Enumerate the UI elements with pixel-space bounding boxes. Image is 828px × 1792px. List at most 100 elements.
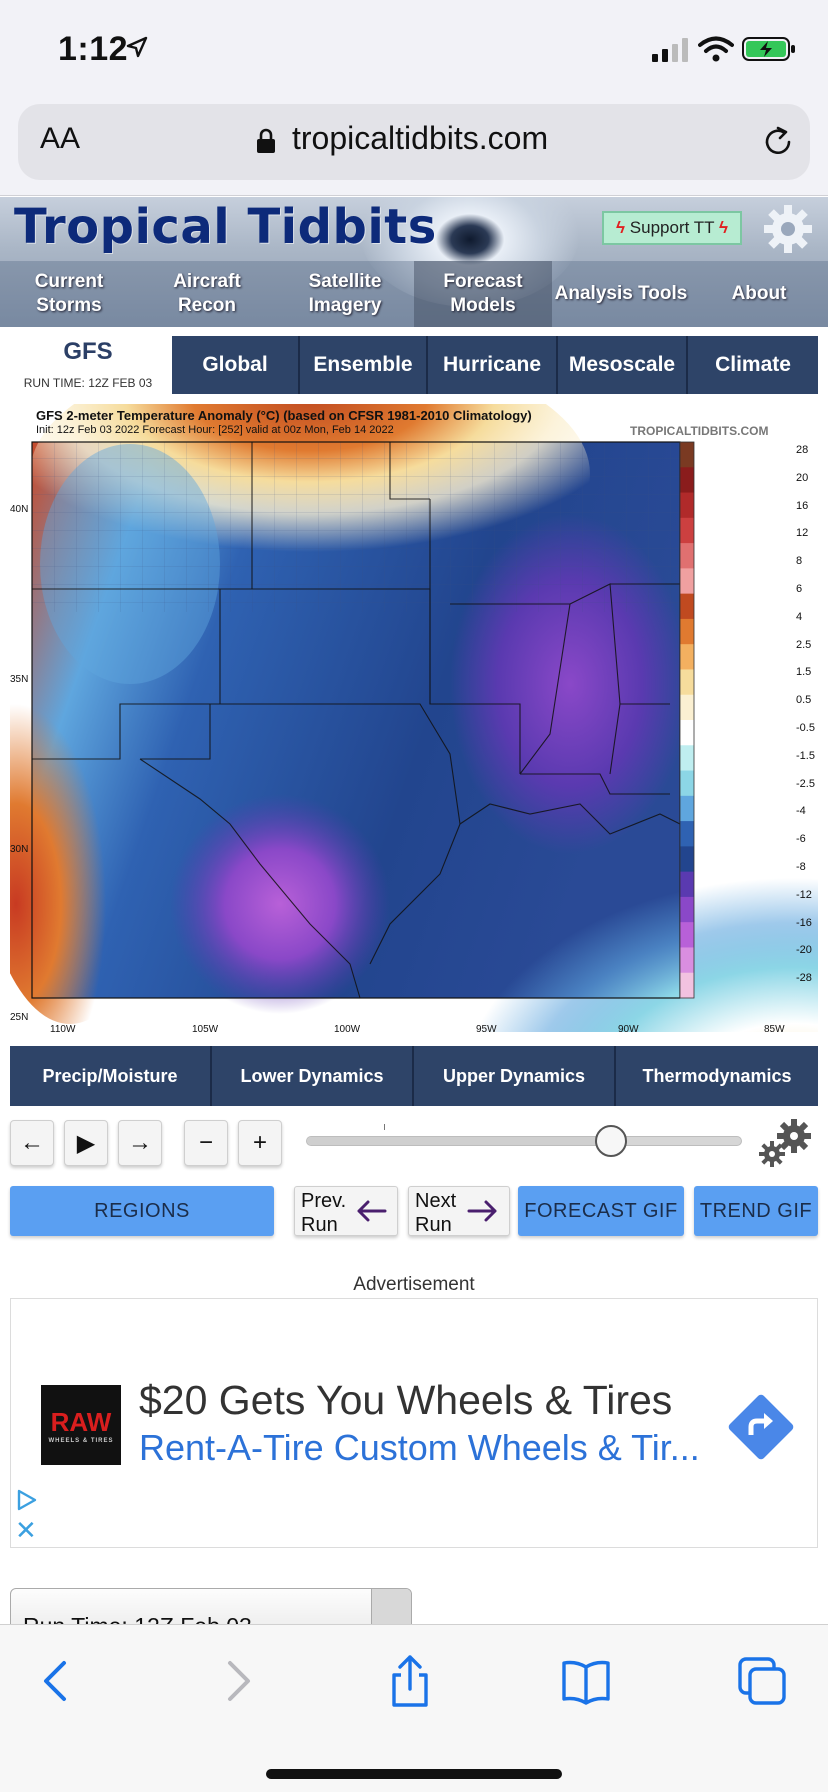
close-icon[interactable]: ✕: [15, 1515, 37, 1545]
forward-icon[interactable]: [210, 1655, 262, 1707]
colorbar-swatch: [680, 442, 694, 468]
slider-tick: [384, 1124, 385, 1130]
settings-gears-icon[interactable]: [758, 1118, 814, 1168]
colorbar-swatch: [680, 644, 694, 670]
back-icon[interactable]: [32, 1655, 84, 1707]
nav-forecast-models[interactable]: Forecast Models: [414, 261, 552, 327]
lon-label-100w: 100W: [334, 1024, 361, 1035]
lat-label-40n: 40N: [10, 504, 29, 515]
url-text[interactable]: tropicaltidbits.com: [292, 120, 549, 156]
status-bar: 1:12: [0, 0, 828, 96]
colorbar-swatch: [680, 669, 694, 696]
ad-logo[interactable]: RAW WHEELS & TIRES: [41, 1385, 121, 1465]
regions-button[interactable]: REGIONS: [10, 1186, 274, 1236]
lat-label-25n: 25N: [10, 1012, 29, 1023]
site-header: Tropical Tidbits ϟ Support TT ϟ Current …: [0, 197, 828, 327]
tab-mesoscale[interactable]: Mesoscale: [558, 336, 688, 394]
ad-headline[interactable]: $20 Gets You Wheels & Tires: [139, 1377, 673, 1423]
bookmarks-icon[interactable]: [560, 1655, 612, 1707]
colorbar-swatch: [680, 618, 694, 645]
ad-label: Advertisement: [353, 1274, 475, 1295]
tab-ensemble[interactable]: Ensemble: [300, 336, 428, 394]
colorbar-swatch: [680, 947, 694, 974]
forecast-gif-button[interactable]: FORECAST GIF: [518, 1186, 684, 1236]
tab-lower-dynamics[interactable]: Lower Dynamics: [212, 1046, 414, 1106]
gear-icon[interactable]: [762, 203, 814, 255]
next-run-button[interactable]: Next Run: [408, 1186, 510, 1236]
colorbar-swatch: [680, 467, 694, 494]
support-button[interactable]: ϟ Support TT ϟ: [602, 211, 742, 245]
speed-decrease-button[interactable]: −: [184, 1120, 228, 1166]
lat-label-30n: 30N: [10, 844, 29, 855]
directions-icon[interactable]: [727, 1393, 795, 1461]
arrow-right-icon: [467, 1200, 497, 1222]
storm-symbol-icon: ϟ: [718, 218, 728, 237]
lon-label-90w: 90W: [618, 1024, 639, 1035]
battery-icon: [742, 37, 795, 61]
map-credit: TROPICALTIDBITS.COM: [630, 424, 769, 438]
colorbar-swatch: [680, 694, 694, 721]
nav-satellite-imagery[interactable]: Satellite Imagery: [308, 271, 382, 316]
lon-label-110w: 110W: [50, 1024, 76, 1035]
model-run-time: RUN TIME: 12Z FEB 03: [23, 376, 153, 390]
tab-hurricane[interactable]: Hurricane: [428, 336, 558, 394]
speed-increase-button[interactable]: +: [238, 1120, 282, 1166]
colorbar-label: 12: [796, 527, 809, 540]
share-icon[interactable]: [384, 1655, 436, 1707]
tab-climate[interactable]: Climate: [688, 336, 818, 394]
slider-thumb[interactable]: [595, 1125, 628, 1157]
address-bar[interactable]: AA tropicaltidbits.com: [18, 104, 810, 180]
ad-subtitle[interactable]: Rent-A-Tire Custom Wheels & Tir...: [139, 1427, 700, 1468]
colorbar-label: -20: [796, 944, 812, 957]
storm-symbol-icon: ϟ: [616, 218, 626, 237]
forecast-hour-slider[interactable]: [306, 1136, 742, 1146]
nav-analysis-tools[interactable]: Analysis Tools: [554, 283, 688, 304]
tabs-icon[interactable]: [736, 1655, 788, 1707]
tab-global[interactable]: Global: [172, 336, 300, 394]
colorbar-swatch: [680, 896, 694, 923]
reload-icon[interactable]: [760, 124, 796, 160]
colorbar-swatch: [680, 593, 694, 620]
colorbar-label: -8: [796, 861, 806, 873]
step-forward-button[interactable]: →: [118, 1120, 162, 1166]
nav-current-storms[interactable]: Current Storms: [34, 271, 104, 316]
colorbar-label: 20: [796, 471, 809, 484]
lock-icon: [257, 128, 275, 153]
status-time: 1:12: [58, 30, 129, 68]
nav-about[interactable]: About: [731, 283, 787, 304]
tab-upper-dynamics[interactable]: Upper Dynamics: [414, 1046, 616, 1106]
location-arrow-icon: [126, 36, 148, 58]
colorbar-label: 16: [796, 499, 809, 512]
wifi-icon: [698, 36, 734, 62]
forecast-map[interactable]: GFS 2-meter Temperature Anomaly (°C) (ba…: [10, 404, 818, 1035]
lon-label-105w: 105W: [192, 1024, 219, 1035]
colorbar-swatch: [680, 972, 694, 999]
model-selector: GFS RUN TIME: 12Z FEB 03 Global Ensemble…: [0, 334, 828, 396]
colorbar-label: -1.5: [796, 749, 815, 762]
category-tabs: Precip/Moisture Lower Dynamics Upper Dyn…: [10, 1046, 818, 1108]
site-nav: Current Storms Aircraft Recon Satellite …: [0, 261, 828, 327]
ad-banner[interactable]: RAW WHEELS & TIRES $20 Gets You Wheels &…: [10, 1298, 818, 1548]
colorbar-swatch: [680, 517, 694, 544]
reader-options-button[interactable]: AA: [40, 122, 81, 155]
colorbar-label: -16: [796, 916, 812, 929]
colorbar-label: 28: [796, 444, 809, 456]
tab-thermodynamics[interactable]: Thermodynamics: [616, 1046, 818, 1106]
adchoices-icon[interactable]: [15, 1489, 39, 1511]
colorbar-swatch: [680, 795, 694, 822]
trend-gif-button[interactable]: TREND GIF: [694, 1186, 818, 1236]
colorbar-label: 6: [796, 583, 803, 595]
colorbar-swatch: [680, 922, 694, 948]
lon-label-85w: 85W: [764, 1024, 785, 1035]
map-subtitle: Init: 12z Feb 03 2022 Forecast Hour: [25…: [36, 424, 394, 436]
play-button[interactable]: ▶: [64, 1120, 108, 1166]
slider-fill: [307, 1137, 613, 1145]
tab-precip-moisture[interactable]: Precip/Moisture: [10, 1046, 212, 1106]
colorbar-swatch: [680, 720, 694, 746]
site-logo[interactable]: Tropical Tidbits: [14, 199, 437, 255]
step-back-button[interactable]: ←: [10, 1120, 54, 1166]
colorbar-swatch: [680, 770, 694, 797]
browser-address-area: AA tropicaltidbits.com: [0, 96, 828, 196]
nav-aircraft-recon[interactable]: Aircraft Recon: [173, 271, 241, 316]
prev-run-button[interactable]: Prev. Run: [294, 1186, 398, 1236]
